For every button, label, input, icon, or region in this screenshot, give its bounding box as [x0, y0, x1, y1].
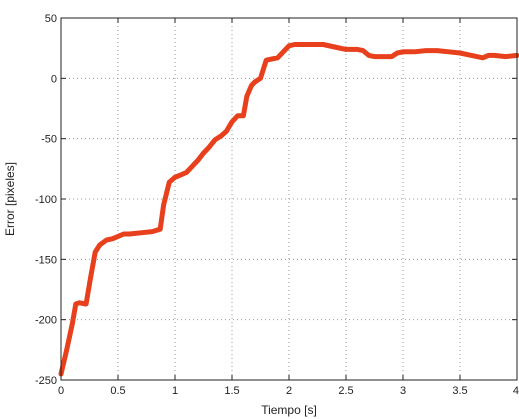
- x-axis-ticks: 0 0.5 1 1.5 2 2.5 3 3.5 4: [58, 18, 519, 397]
- grid-lines: [61, 18, 517, 380]
- x-tick-label: 3.5: [452, 385, 467, 397]
- x-tick-label: 4: [513, 385, 519, 397]
- series-line: [58, 42, 519, 377]
- x-tick-label: 1: [172, 385, 178, 397]
- y-axis-label: Error [pixeles]: [3, 162, 17, 236]
- y-tick-label: -200: [35, 315, 57, 327]
- x-tick-label: 0: [58, 385, 64, 397]
- y-tick-label: -50: [41, 134, 57, 146]
- x-tick-label: 2: [286, 385, 292, 397]
- x-tick-label: 3: [400, 385, 406, 397]
- x-axis-label: Tiempo [s]: [261, 403, 317, 417]
- y-tick-label: -100: [35, 194, 57, 206]
- y-tick-label: 0: [51, 73, 57, 85]
- x-tick-label: 2.5: [338, 385, 353, 397]
- data-series: [58, 42, 519, 377]
- x-tick-label: 0.5: [110, 385, 125, 397]
- x-tick-label: 1.5: [224, 385, 239, 397]
- y-tick-label: -150: [35, 254, 57, 266]
- y-tick-label: -250: [35, 375, 57, 387]
- y-tick-label: 50: [45, 13, 57, 25]
- y-axis-ticks: 50 0 -50 -100 -150 -200 -250: [35, 13, 517, 387]
